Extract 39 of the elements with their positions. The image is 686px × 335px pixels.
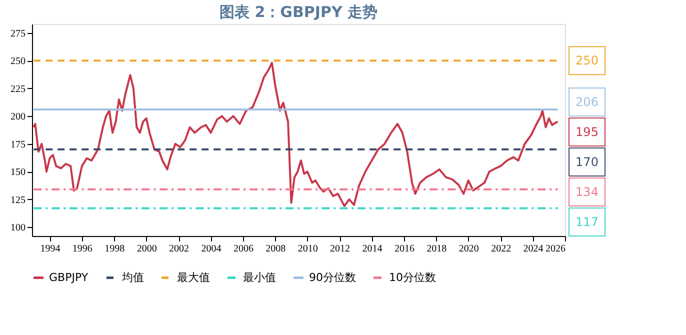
x-tick-label: 2026 — [546, 244, 566, 254]
data-label: 170 — [576, 155, 598, 169]
x-tick-label: 2022 — [491, 244, 512, 254]
x-tick-label: 1996 — [72, 244, 92, 254]
legend-label: 最大值 — [177, 270, 210, 284]
legend-label: 均值 — [121, 270, 144, 284]
legend-label: GBPJPY — [49, 270, 88, 284]
x-tick-label: 2008 — [266, 244, 286, 254]
y-tick-label: 250 — [10, 56, 26, 68]
y-tick-label: 200 — [10, 112, 26, 123]
x-tick-label: 2000 — [136, 244, 157, 254]
data-label: 250 — [576, 54, 598, 68]
legend-label: 最小值 — [243, 270, 276, 284]
x-tick-label: 2014 — [362, 244, 382, 254]
x-tick-label: 1998 — [104, 244, 125, 254]
x-tick-label: 2002 — [169, 244, 190, 254]
legend-label: 10分位数 — [389, 270, 436, 284]
data-label: 117 — [576, 215, 598, 229]
x-tick-label: 2004 — [201, 244, 222, 254]
data-label: 206 — [576, 95, 598, 109]
y-tick-label: 150 — [10, 167, 26, 178]
x-tick-label: 2010 — [298, 244, 318, 254]
y-tick-label: 125 — [10, 194, 26, 206]
line-series — [32, 62, 559, 208]
y-tick-label: 100 — [10, 222, 26, 234]
x-tick-label: 2018 — [426, 244, 447, 254]
y-tick-label: 175 — [10, 139, 26, 150]
x-tick-label: 2016 — [394, 244, 414, 254]
x-tick-label: 1994 — [40, 244, 60, 254]
legend-label: 90分位数 — [309, 270, 356, 284]
chart-title: 图表 2：GBPJPY 走势 — [219, 3, 378, 21]
x-tick-label: 2024 — [523, 244, 544, 254]
x-tick-label: 2012 — [330, 244, 350, 254]
x-tick-label: 2006 — [233, 244, 254, 254]
data-label: 134 — [576, 185, 598, 199]
data-label: 195 — [576, 125, 598, 139]
y-tick-label: 275 — [10, 28, 26, 40]
y-tick-label: 225 — [10, 84, 26, 95]
x-tick-label: 2020 — [458, 244, 479, 254]
